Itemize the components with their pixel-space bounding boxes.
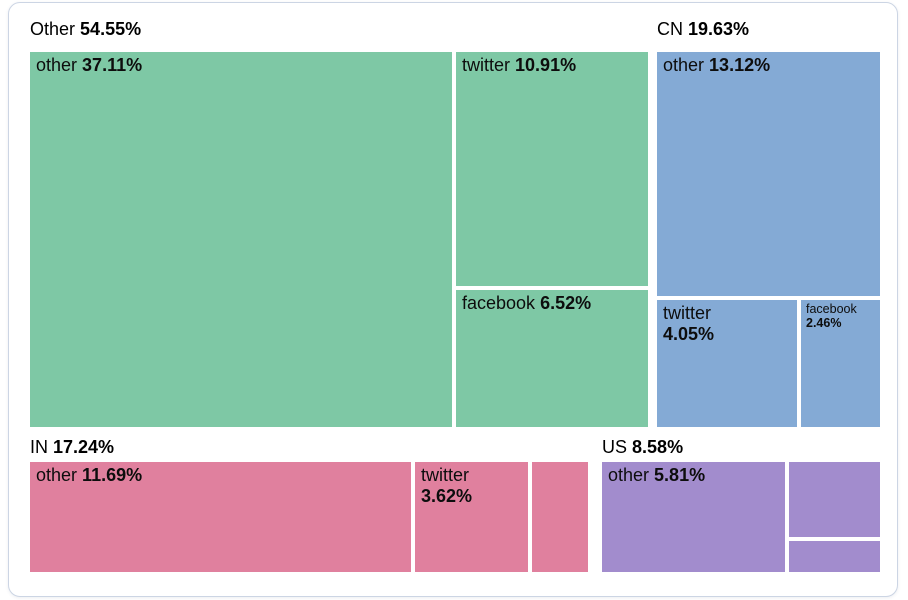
group-name: IN bbox=[30, 437, 48, 457]
group-header-cn: CN 19.63% bbox=[657, 19, 749, 41]
group-share: 19.63% bbox=[688, 19, 750, 39]
cell-name: other bbox=[36, 465, 78, 485]
group-name: US bbox=[602, 437, 628, 457]
cell-share: 3.62% bbox=[421, 485, 473, 506]
cell-label: other 5.81% bbox=[602, 462, 785, 489]
group-header-other: Other 54.55% bbox=[30, 19, 141, 41]
group-share: 8.58% bbox=[632, 437, 684, 457]
group-header-in: IN 17.24% bbox=[30, 437, 114, 459]
group-header-us: US 8.58% bbox=[602, 437, 683, 459]
group-name: CN bbox=[657, 19, 683, 39]
cell-share: 4.05% bbox=[663, 323, 715, 344]
cell-cn-other[interactable]: other 13.12% bbox=[657, 52, 880, 296]
cell-label: other 13.12% bbox=[657, 52, 880, 79]
cell-in-twitter[interactable]: twitter 3.62% bbox=[415, 462, 528, 572]
cell-share: 13.12% bbox=[709, 55, 771, 75]
cell-name: twitter bbox=[663, 303, 712, 323]
cell-other-other[interactable]: other 37.11% bbox=[30, 52, 452, 427]
cell-label: other 11.69% bbox=[30, 462, 411, 489]
cell-share: 6.52% bbox=[540, 293, 592, 313]
cell-name: twitter bbox=[421, 465, 470, 485]
cell-label: facebook 2.46% bbox=[801, 300, 880, 333]
cell-us-other[interactable]: other 5.81% bbox=[602, 462, 785, 572]
cell-label: other 37.11% bbox=[30, 52, 452, 79]
cell-name: other bbox=[36, 55, 78, 75]
cell-other-twitter[interactable]: twitter 10.91% bbox=[456, 52, 648, 286]
cell-cn-twitter[interactable]: twitter 4.05% bbox=[657, 300, 797, 427]
group-share: 54.55% bbox=[80, 19, 142, 39]
cell-label: twitter 10.91% bbox=[456, 52, 648, 79]
group-share: 17.24% bbox=[53, 437, 115, 457]
cell-name: twitter bbox=[462, 55, 511, 75]
cell-other-facebook[interactable]: facebook 6.52% bbox=[456, 290, 648, 427]
group-name: Other bbox=[30, 19, 76, 39]
cell-name: other bbox=[663, 55, 705, 75]
cell-us-unlabeled-bottom[interactable] bbox=[789, 541, 880, 572]
cell-share: 10.91% bbox=[515, 55, 577, 75]
cell-name: facebook bbox=[806, 302, 857, 316]
cell-name: other bbox=[608, 465, 650, 485]
cell-share: 5.81% bbox=[654, 465, 706, 485]
cell-us-unlabeled-top[interactable] bbox=[789, 462, 880, 537]
cell-share: 37.11% bbox=[82, 55, 143, 75]
cell-share: 11.69% bbox=[82, 465, 143, 485]
cell-name: facebook bbox=[462, 293, 536, 313]
cell-cn-facebook[interactable]: facebook 2.46% bbox=[801, 300, 880, 427]
cell-share: 2.46% bbox=[806, 316, 842, 331]
cell-label: twitter 3.62% bbox=[415, 462, 528, 509]
cell-label: facebook 6.52% bbox=[456, 290, 648, 317]
cell-in-other[interactable]: other 11.69% bbox=[30, 462, 411, 572]
cell-label: twitter 4.05% bbox=[657, 300, 797, 347]
cell-in-unlabeled[interactable] bbox=[532, 462, 588, 572]
